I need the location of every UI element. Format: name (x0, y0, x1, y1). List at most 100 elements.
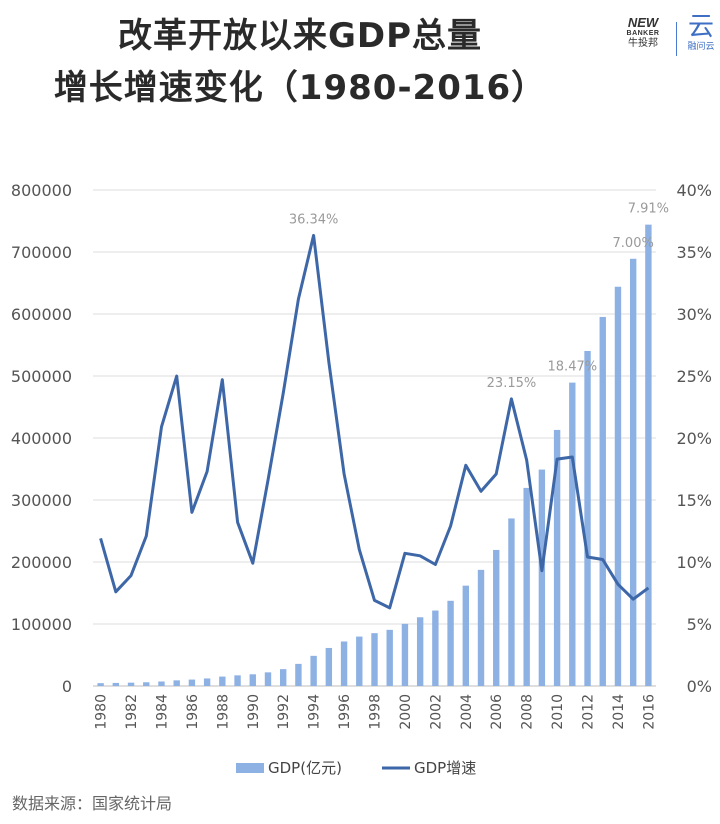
gdp-bar (203, 678, 211, 686)
y-left-tick-label: 0 (62, 677, 72, 696)
gdp-bar (629, 258, 637, 686)
title-line-1: 改革开放以来GDP总量 (117, 16, 483, 56)
growth-line-path (99, 233, 650, 610)
growth-line (99, 233, 650, 610)
x-axis: 1980 1982 1984 1986 1988 1990 1992 1994 1996 1998… (94, 694, 658, 730)
gdp-bar (340, 641, 348, 686)
newbanker-logo-new: NEW (627, 15, 659, 30)
gdp-bar (356, 636, 363, 686)
x-tick-label: 2002 (428, 694, 444, 730)
y-right-tick-label: 30% (676, 305, 712, 324)
x-tick-label: 2012 (581, 694, 597, 730)
gdp-bar (173, 680, 180, 686)
gdp-bar (158, 681, 165, 686)
legend-swatch-gdp (236, 763, 264, 773)
growth-annotation: 7.91% (628, 202, 669, 217)
x-tick-label: 1982 (124, 694, 140, 730)
x-tick-label: 2010 (550, 694, 566, 730)
gdp-bar (295, 663, 302, 686)
x-tick-label: 2016 (641, 694, 657, 730)
gdp-bar (234, 675, 241, 686)
gdp-bar (447, 600, 454, 686)
y-left-tick-label: 600000 (11, 305, 72, 324)
y-right-tick-label: 10% (676, 553, 712, 572)
gdp-bar (143, 682, 150, 686)
y-right-tick-label: 35% (676, 243, 712, 262)
x-tick-label: 2006 (489, 694, 505, 730)
yun-logo-sub: 融问云 (687, 42, 715, 52)
y-left-tick-label: 300000 (11, 491, 72, 510)
logo-divider (676, 22, 677, 56)
growth-annotation: 36.34% (289, 212, 339, 227)
growth-annotation: 18.47% (548, 360, 598, 375)
x-tick-label: 1990 (246, 694, 262, 730)
gdp-bar (219, 676, 226, 686)
gdp-bar (310, 655, 317, 686)
x-tick-label: 2014 (611, 694, 627, 730)
gdp-bar (371, 633, 378, 686)
gdp-bar (569, 382, 576, 686)
y-left-tick-label: 400000 (11, 429, 72, 448)
gdp-bar (462, 585, 469, 686)
gdp-bar (584, 350, 591, 686)
growth-annotations: 36.34% 23.15% 18.47% 7.00% 7.91% (289, 202, 669, 391)
x-tick-label: 2008 (520, 694, 536, 730)
data-source: 数据来源：国家统计局 (12, 794, 173, 813)
gdp-bars (97, 224, 652, 686)
y-right-tick-label: 40% (676, 181, 712, 200)
yun-logo-main: 云 (687, 12, 714, 42)
gdp-bar (523, 487, 530, 686)
newbanker-logo: NEW BANKER 牛投邦 (622, 16, 664, 58)
gdp-bar (264, 672, 272, 686)
gdp-bar (553, 429, 561, 686)
legend-label-gdp: GDP(亿元) (268, 759, 342, 777)
gdp-bar (112, 682, 120, 686)
growth-annotation: 7.00% (613, 236, 654, 251)
y-right-tick-label: 0% (687, 677, 712, 696)
gdp-bar (188, 679, 196, 686)
x-tick-label: 2000 (398, 694, 414, 730)
x-tick-label: 1998 (368, 694, 384, 730)
gdp-bar (249, 674, 256, 686)
y-right-tick-label: 5% (687, 615, 712, 634)
gdp-bar (416, 617, 424, 686)
gdp-bar (401, 623, 409, 686)
chart-title: 改革开放以来GDP总量 增长增速变化（1980-2016） (0, 10, 600, 114)
gdp-bar (97, 683, 104, 686)
gdp-bar (538, 469, 546, 686)
legend: GDP(亿元) GDP增速 (236, 759, 476, 777)
y-axis-right: 0% 5% 10% 15% 20% 25% 30% 35% 40% (676, 181, 712, 696)
x-tick-label: 1986 (185, 694, 201, 730)
newbanker-logo-cn: 牛投邦 (628, 38, 658, 49)
y-left-tick-label: 200000 (11, 553, 72, 572)
x-tick-label: 1996 (337, 694, 353, 730)
growth-annotation: 23.15% (487, 376, 537, 391)
x-tick-label: 1984 (154, 694, 170, 730)
gdp-bar (493, 549, 500, 686)
gdp-bar (599, 316, 606, 686)
gdp-bar (614, 286, 622, 686)
gdp-bar (127, 682, 135, 686)
gdp-bar (432, 610, 439, 686)
gdp-bar (280, 669, 287, 686)
y-right-tick-label: 15% (676, 491, 712, 510)
x-tick-label: 1988 (215, 694, 231, 730)
y-left-tick-label: 800000 (11, 181, 72, 200)
y-left-tick-label: 500000 (11, 367, 72, 386)
newbanker-logo-banker: BANKER (626, 30, 660, 37)
y-axis-left: 0 100000 200000 300000 400000 500000 600000 700… (11, 181, 72, 696)
y-right-tick-label: 20% (676, 429, 712, 448)
title-line-2: 增长增速变化（1980-2016） (53, 68, 547, 108)
y-left-tick-label: 100000 (11, 615, 72, 634)
gdp-bar (477, 569, 485, 686)
x-tick-label: 1992 (276, 694, 292, 730)
y-left-tick-label: 700000 (11, 243, 72, 262)
gdp-bar (508, 518, 515, 686)
y-right-tick-label: 25% (676, 367, 712, 386)
x-tick-label: 1980 (94, 694, 110, 730)
gdp-bar (386, 629, 393, 686)
gdp-bar (645, 224, 652, 686)
gdp-bar (325, 647, 333, 686)
x-tick-label: 2004 (459, 694, 475, 730)
